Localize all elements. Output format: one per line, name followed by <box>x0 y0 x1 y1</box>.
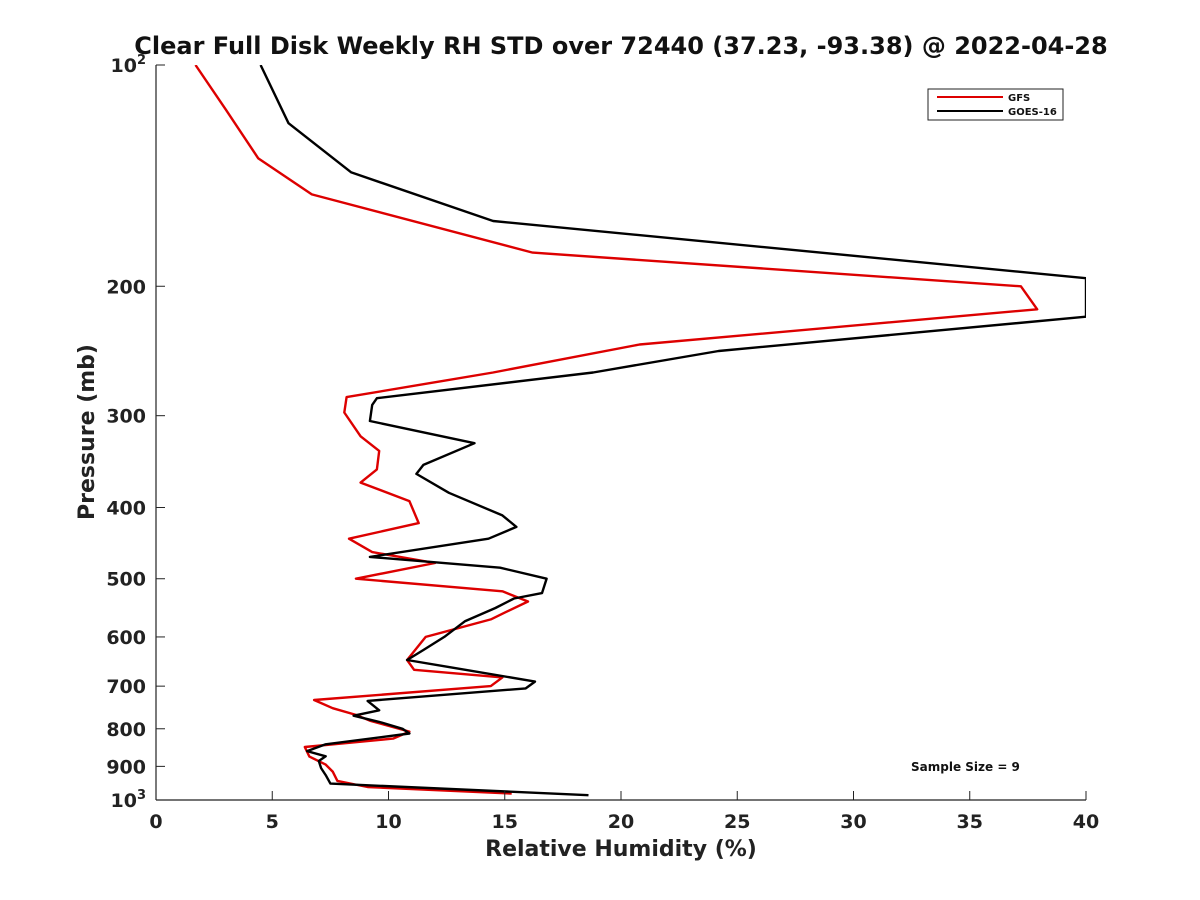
y-axis-label: Pressure (mb) <box>75 344 100 520</box>
x-tick-label: 5 <box>266 811 279 833</box>
y-tick-label: 103 <box>111 788 147 812</box>
x-axis-ticks: 0 5 10 15 20 25 30 35 40 <box>149 791 1099 833</box>
y-tick-label: 500 <box>106 569 146 591</box>
legend-label-goes16: GOES-16 <box>1008 107 1057 118</box>
sample-size-annotation: Sample Size = 9 <box>911 760 1020 774</box>
y-tick-label: 900 <box>106 756 146 778</box>
x-tick-label: 40 <box>1073 811 1099 833</box>
legend-label-gfs: GFS <box>1008 93 1030 104</box>
y-axis-ticks: 102 200 300 400 500 600 700 800 900 103 <box>106 53 165 812</box>
x-tick-label: 30 <box>840 811 866 833</box>
series-line-goes16 <box>259 65 1086 797</box>
y-tick-label: 200 <box>106 276 146 298</box>
x-tick-label: 35 <box>957 811 983 833</box>
y-tick-label: 400 <box>106 498 146 520</box>
legend-box <box>927 88 1064 121</box>
series-line-gfs <box>194 65 1039 795</box>
legend: GFS GOES-16 <box>927 88 1064 121</box>
series-layer <box>194 65 1086 797</box>
y-tick-label: 600 <box>106 627 146 649</box>
x-tick-label: 15 <box>492 811 518 833</box>
y-tick-label: 300 <box>106 406 146 428</box>
x-tick-label: 25 <box>724 811 750 833</box>
x-axis-label: Relative Humidity (%) <box>485 837 757 862</box>
y-tick-label: 700 <box>106 676 146 698</box>
x-tick-label: 20 <box>608 811 634 833</box>
chart-title: Clear Full Disk Weekly RH STD over 72440… <box>134 32 1107 60</box>
y-tick-label: 800 <box>106 719 146 741</box>
x-tick-label: 0 <box>149 811 162 833</box>
y-tick-label: 102 <box>111 53 147 77</box>
x-tick-label: 10 <box>375 811 401 833</box>
plot-area <box>156 65 1086 800</box>
